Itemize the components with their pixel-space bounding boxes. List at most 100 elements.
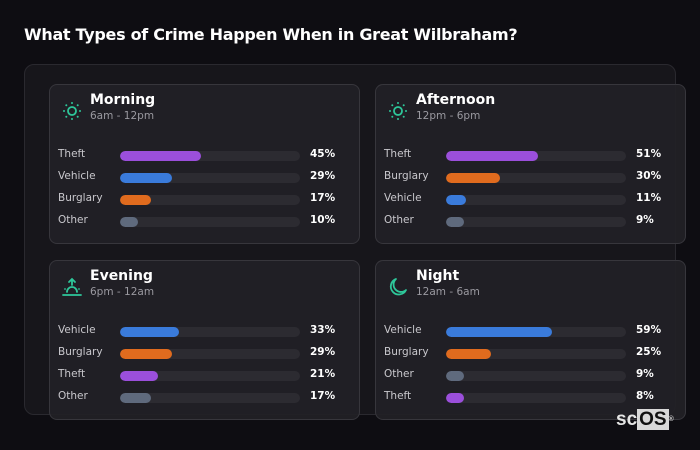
bar-value: 29% bbox=[310, 346, 336, 358]
bar-value: 51% bbox=[636, 148, 662, 160]
bar-fill bbox=[446, 195, 466, 205]
sun-icon bbox=[387, 100, 409, 122]
bar-value: 45% bbox=[310, 148, 336, 160]
bar-label: Burglary bbox=[58, 192, 103, 204]
bar-fill bbox=[446, 173, 500, 183]
bar-fill bbox=[120, 217, 138, 227]
bar-value: 10% bbox=[310, 214, 336, 226]
card-title: Evening bbox=[90, 268, 153, 284]
bar-value: 8% bbox=[636, 390, 654, 402]
page-title: What Types of Crime Happen When in Great… bbox=[24, 25, 518, 44]
card-evening: Evening 6pm - 12am Vehicle 33% Burglary 29% Th… bbox=[49, 260, 360, 420]
bar-label: Other bbox=[384, 214, 414, 226]
card-time-range: 12am - 6am bbox=[416, 286, 480, 298]
bar-track bbox=[120, 195, 300, 205]
bar-track bbox=[120, 173, 300, 183]
bar-label: Vehicle bbox=[384, 192, 422, 204]
bar-value: 17% bbox=[310, 192, 336, 204]
bar-track bbox=[446, 327, 626, 337]
bar-value: 9% bbox=[636, 368, 654, 380]
bar-track bbox=[120, 327, 300, 337]
bar-label: Theft bbox=[384, 148, 412, 160]
bar-fill bbox=[120, 195, 151, 205]
bar-label: Other bbox=[384, 368, 414, 380]
bar-label: Other bbox=[58, 390, 88, 402]
bar-row-theft: Theft 8% bbox=[376, 390, 685, 404]
bar-row-burglary: Burglary 17% bbox=[50, 192, 359, 206]
card-title: Night bbox=[416, 268, 460, 284]
bar-fill bbox=[446, 371, 464, 381]
bar-track bbox=[120, 393, 300, 403]
bar-row-burglary: Burglary 30% bbox=[376, 170, 685, 184]
bar-row-burglary: Burglary 29% bbox=[50, 346, 359, 360]
bar-row-other: Other 9% bbox=[376, 368, 685, 382]
bar-fill bbox=[120, 151, 201, 161]
bar-fill bbox=[120, 327, 179, 337]
card-title: Afternoon bbox=[416, 92, 496, 108]
bar-fill bbox=[446, 393, 464, 403]
bar-row-other: Other 9% bbox=[376, 214, 685, 228]
bar-fill bbox=[120, 371, 158, 381]
bar-fill bbox=[446, 151, 538, 161]
bar-label: Other bbox=[58, 214, 88, 226]
bar-label: Theft bbox=[384, 390, 412, 402]
bar-fill bbox=[120, 349, 172, 359]
bar-value: 17% bbox=[310, 390, 336, 402]
bar-row-burglary: Burglary 25% bbox=[376, 346, 685, 360]
bar-row-vehicle: Vehicle 11% bbox=[376, 192, 685, 206]
registered-mark: ® bbox=[668, 416, 674, 423]
bar-value: 11% bbox=[636, 192, 662, 204]
bar-fill bbox=[446, 349, 491, 359]
bar-label: Vehicle bbox=[384, 324, 422, 336]
card-title: Morning bbox=[90, 92, 156, 108]
bar-track bbox=[446, 195, 626, 205]
bar-row-theft: Theft 51% bbox=[376, 148, 685, 162]
bar-fill bbox=[446, 217, 464, 227]
bar-label: Burglary bbox=[384, 170, 429, 182]
bar-fill bbox=[120, 173, 172, 183]
bar-value: 29% bbox=[310, 170, 336, 182]
bar-track bbox=[446, 217, 626, 227]
bar-value: 59% bbox=[636, 324, 662, 336]
bar-row-other: Other 10% bbox=[50, 214, 359, 228]
bar-track bbox=[446, 151, 626, 161]
bar-value: 9% bbox=[636, 214, 654, 226]
bar-value: 21% bbox=[310, 368, 336, 380]
bar-row-theft: Theft 21% bbox=[50, 368, 359, 382]
bar-label: Burglary bbox=[384, 346, 429, 358]
bar-track bbox=[120, 151, 300, 161]
bar-label: Vehicle bbox=[58, 170, 96, 182]
card-time-range: 6pm - 12am bbox=[90, 286, 155, 298]
bar-track bbox=[120, 349, 300, 359]
card-night: Night 12am - 6am Vehicle 59% Burglary 25% Othe… bbox=[375, 260, 686, 420]
bar-track bbox=[446, 393, 626, 403]
bar-row-vehicle: Vehicle 29% bbox=[50, 170, 359, 184]
bar-label: Theft bbox=[58, 148, 86, 160]
moon-icon bbox=[387, 276, 409, 298]
bar-track bbox=[120, 217, 300, 227]
sunset-icon bbox=[61, 276, 83, 298]
card-time-range: 6am - 12pm bbox=[90, 110, 155, 122]
bar-value: 30% bbox=[636, 170, 662, 182]
logo-os: OS bbox=[637, 409, 669, 430]
card-afternoon: Afternoon 12pm - 6pm Theft 51% Burglary 30% Ve… bbox=[375, 84, 686, 244]
sun-icon bbox=[61, 100, 83, 122]
bar-value: 33% bbox=[310, 324, 336, 336]
logo-sc: sc bbox=[616, 409, 638, 430]
bar-fill bbox=[120, 393, 151, 403]
bar-row-vehicle: Vehicle 59% bbox=[376, 324, 685, 338]
card-time-range: 12pm - 6pm bbox=[416, 110, 481, 122]
bar-label: Burglary bbox=[58, 346, 103, 358]
bar-value: 25% bbox=[636, 346, 662, 358]
bar-track bbox=[446, 349, 626, 359]
bar-track bbox=[120, 371, 300, 381]
bar-track bbox=[446, 173, 626, 183]
bar-row-other: Other 17% bbox=[50, 390, 359, 404]
bar-row-vehicle: Vehicle 33% bbox=[50, 324, 359, 338]
bar-label: Theft bbox=[58, 368, 86, 380]
bar-row-theft: Theft 45% bbox=[50, 148, 359, 162]
scos-logo: sc OS ® bbox=[616, 409, 674, 430]
bar-fill bbox=[446, 327, 552, 337]
bar-label: Vehicle bbox=[58, 324, 96, 336]
bar-track bbox=[446, 371, 626, 381]
